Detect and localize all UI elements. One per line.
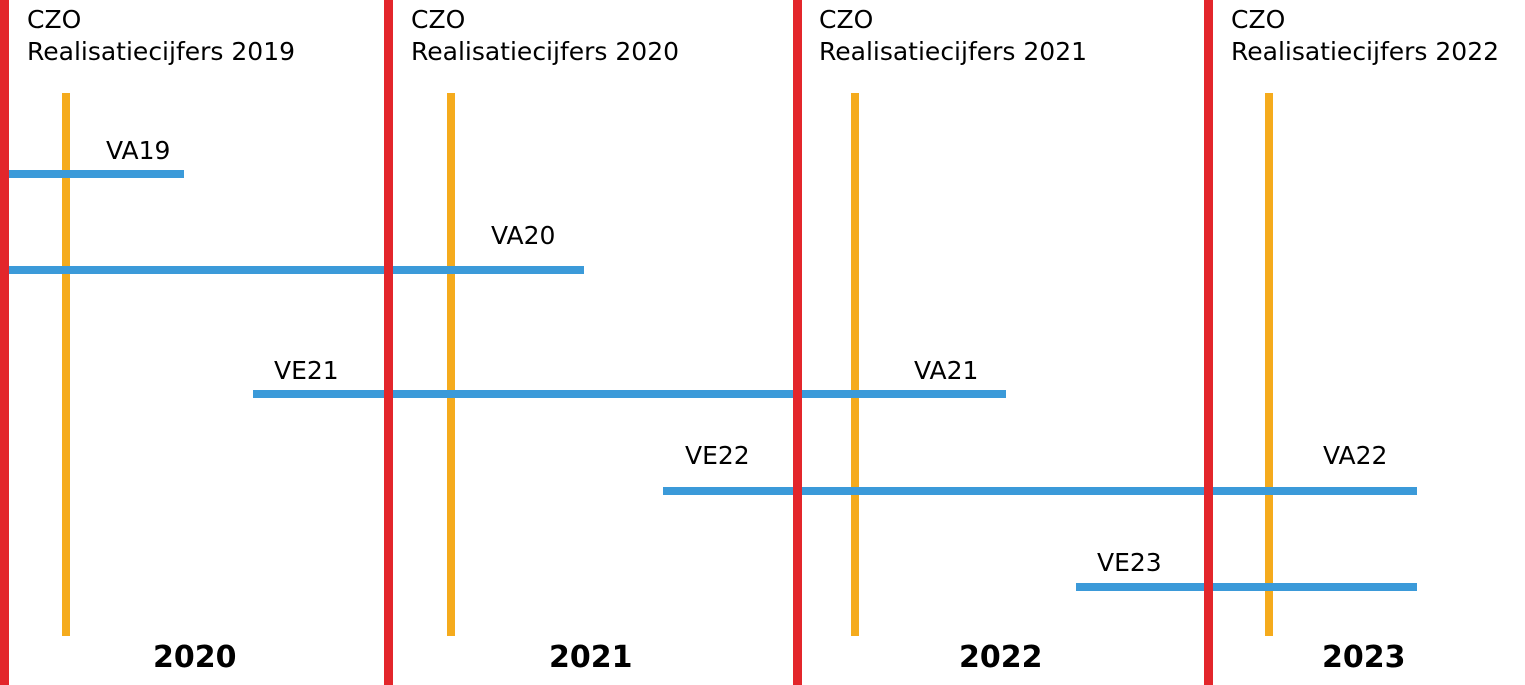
czo-title: CZO: [1231, 5, 1286, 34]
czo-subtitle: Realisatiecijfers 2022: [1231, 37, 1500, 66]
bar-end-label: VA20: [491, 221, 556, 250]
czo-line-2019: [0, 0, 9, 685]
czo-subtitle: Realisatiecijfers 2019: [27, 37, 296, 66]
mid-line-2023: [1265, 93, 1273, 636]
year-label: 2022: [959, 640, 1043, 675]
czo-subtitle: Realisatiecijfers 2020: [411, 37, 680, 66]
czo-line-2021: [793, 0, 802, 685]
mid-line-2021: [447, 93, 455, 636]
bar-va20: [8, 266, 584, 274]
bar-21: [253, 390, 1006, 398]
bar-start-label: VE23: [1097, 548, 1162, 577]
bar-end-label: VA22: [1323, 441, 1388, 470]
year-label: 2023: [1322, 640, 1406, 675]
bar-start-label: VE21: [274, 356, 339, 385]
czo-title: CZO: [411, 5, 466, 34]
mid-line-2022: [851, 93, 859, 636]
czo-title: CZO: [27, 5, 82, 34]
year-label: 2021: [549, 640, 633, 675]
czo-title: CZO: [819, 5, 874, 34]
czo-line-2020: [384, 0, 393, 685]
mid-line-2020: [62, 93, 70, 636]
bar-start-label: VE22: [685, 441, 750, 470]
bar-end-label: VA21: [914, 356, 979, 385]
czo-subtitle: Realisatiecijfers 2021: [819, 37, 1088, 66]
czo-line-2022: [1204, 0, 1213, 685]
year-label: 2020: [153, 640, 237, 675]
bar-22: [663, 487, 1417, 495]
bar-end-label: VA19: [106, 136, 171, 165]
bar-va19: [8, 170, 184, 178]
bar-23: [1076, 583, 1417, 591]
